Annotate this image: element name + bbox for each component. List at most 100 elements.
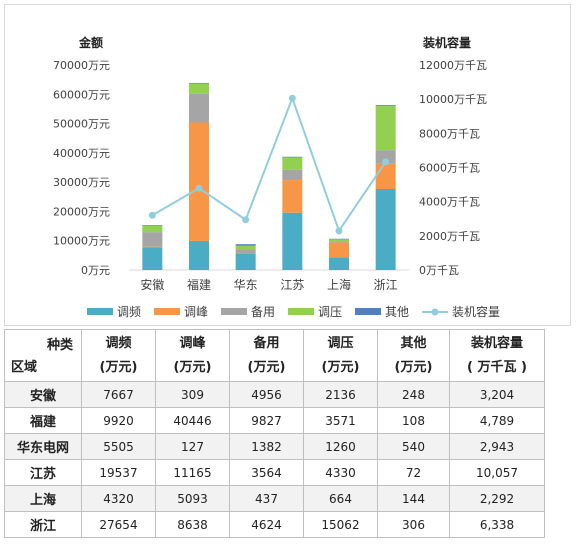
x-tick-label: 福建 [187, 277, 211, 292]
right-tick-label: 0万千瓦 [419, 264, 459, 277]
data-table: 种类 区域 调频 (万元) 调峰 (万元) 备用 (万元) 调压 (万元) 其他… [4, 329, 545, 538]
table-cell: 27654 [81, 511, 156, 538]
bar-segment [282, 156, 303, 170]
table-cell: 19537 [81, 459, 156, 486]
header-unit: (万元) [321, 359, 360, 375]
legend-swatch [288, 308, 314, 315]
table-cell: 4,789 [449, 407, 545, 434]
bar-segment [235, 253, 256, 270]
table-cell: 2,943 [449, 433, 545, 460]
table-cell: 9827 [229, 407, 304, 434]
table-cell: 4624 [229, 511, 304, 538]
left-tick-label: 0万元 [81, 264, 110, 277]
capacity-point [242, 216, 250, 224]
table-cell: 4330 [303, 459, 378, 486]
table-cell: 4320 [81, 485, 156, 512]
table-cell: 40446 [155, 407, 230, 434]
table-row: 福建 9920 40446 9827 3571 108 4,789 [4, 407, 545, 434]
capacity-point [335, 227, 343, 235]
left-tick-label: 50000万元 [53, 118, 110, 131]
table-cell: 3571 [303, 407, 378, 434]
right-tick-label: 2000万千瓦 [419, 230, 480, 243]
bar-segment [375, 150, 396, 164]
header-name: 装机容量 [470, 335, 523, 351]
bar-segment [142, 247, 163, 270]
legend-label: 其他 [385, 305, 409, 319]
bar-segment [142, 225, 163, 233]
table-cell: 15062 [303, 511, 378, 538]
row-region: 上海 [4, 485, 82, 512]
left-tick-label: 40000万元 [53, 147, 110, 160]
bar-segment [142, 246, 163, 248]
table-row: 上海 4320 5093 437 664 144 2,292 [4, 485, 545, 512]
bar-segment [329, 241, 349, 243]
header-name: 调压 [327, 335, 354, 351]
capacity-line [151, 95, 387, 234]
bar-segment [375, 105, 396, 107]
legend-label: 装机容量 [452, 304, 500, 319]
table-cell: 437 [229, 485, 304, 512]
row-region: 浙江 [4, 511, 82, 538]
table-cell: 72 [377, 459, 450, 486]
table-cell: 248 [377, 381, 450, 408]
bar-segment [235, 253, 256, 255]
table-cell: 664 [303, 485, 378, 512]
header-unit: (万元) [99, 359, 138, 375]
table-header-row: 种类 区域 调频 (万元) 调峰 (万元) 备用 (万元) 调压 (万元) 其他… [4, 329, 545, 382]
table-cell: 5093 [155, 485, 230, 512]
header-name: 调峰 [179, 335, 206, 351]
header-name: 备用 [253, 335, 280, 351]
header-tiaopin: 调频 (万元) [81, 329, 156, 382]
table-cell: 1382 [229, 433, 304, 460]
right-tick-label: 12000万千瓦 [419, 59, 487, 72]
bar-segment [329, 242, 349, 258]
header-name: 调频 [105, 335, 132, 351]
table-cell: 2136 [303, 381, 378, 408]
table-cell: 1260 [303, 433, 378, 460]
bar-segment [375, 106, 396, 151]
bar-segment [329, 257, 349, 270]
bar-segment [329, 239, 349, 242]
legend-line-marker [431, 308, 439, 316]
chart-panel: 金额 装机容量 0万元 10000万元 20000万元 30000万元 40000万元 500… [4, 4, 571, 326]
table-cell: 5505 [81, 433, 156, 460]
row-region: 福建 [4, 407, 82, 434]
capacity-point [195, 184, 203, 192]
table-cell: 127 [155, 433, 230, 460]
left-axis-title: 金额 [78, 35, 103, 50]
legend-label: 备用 [251, 305, 275, 319]
table-cell: 3,204 [449, 381, 545, 408]
bar-segment [189, 93, 209, 123]
header-unit: ( 万千瓦 ) [467, 359, 527, 375]
legend-swatch [87, 308, 113, 315]
row-region: 华东电网 [4, 433, 82, 460]
left-tick-label: 60000万元 [53, 88, 110, 101]
table-cell: 4956 [229, 381, 304, 408]
table-row: 华东电网 5505 127 1382 1260 540 2,943 [4, 433, 545, 460]
right-tick-label: 6000万千瓦 [419, 162, 480, 175]
bar-segment [142, 232, 163, 247]
table-row: 安徽 7667 309 4956 2136 248 3,204 [4, 381, 545, 408]
table-body: 安徽 7667 309 4956 2136 248 3,204 福建 9920 40446 9827… [4, 381, 545, 538]
corner-bottom-label: 区域 [11, 360, 38, 375]
table-cell: 7667 [81, 381, 156, 408]
right-axis-title: 装机容量 [422, 35, 471, 50]
table-cell: 309 [155, 381, 230, 408]
header-capacity: 装机容量 ( 万千瓦 ) [449, 329, 545, 382]
bar-segment [282, 156, 303, 158]
left-tick-label: 70000万元 [53, 59, 110, 72]
table-cell: 11165 [155, 459, 230, 486]
legend-swatch [154, 308, 180, 315]
bar-segment [189, 240, 209, 270]
bar-segment [189, 82, 209, 84]
bar-segment [142, 225, 163, 226]
bar-segment [189, 83, 209, 94]
legend-label: 调频 [117, 305, 141, 319]
table-cell: 6,338 [449, 511, 545, 538]
bar-segment [375, 163, 396, 190]
corner-header: 种类 区域 [4, 329, 82, 382]
legend-label: 调峰 [184, 305, 208, 319]
header-unit: (万元) [247, 359, 286, 375]
header-tiaofeng: 调峰 (万元) [155, 329, 230, 382]
table-row: 浙江 27654 8638 4624 15062 306 6,338 [4, 511, 545, 538]
